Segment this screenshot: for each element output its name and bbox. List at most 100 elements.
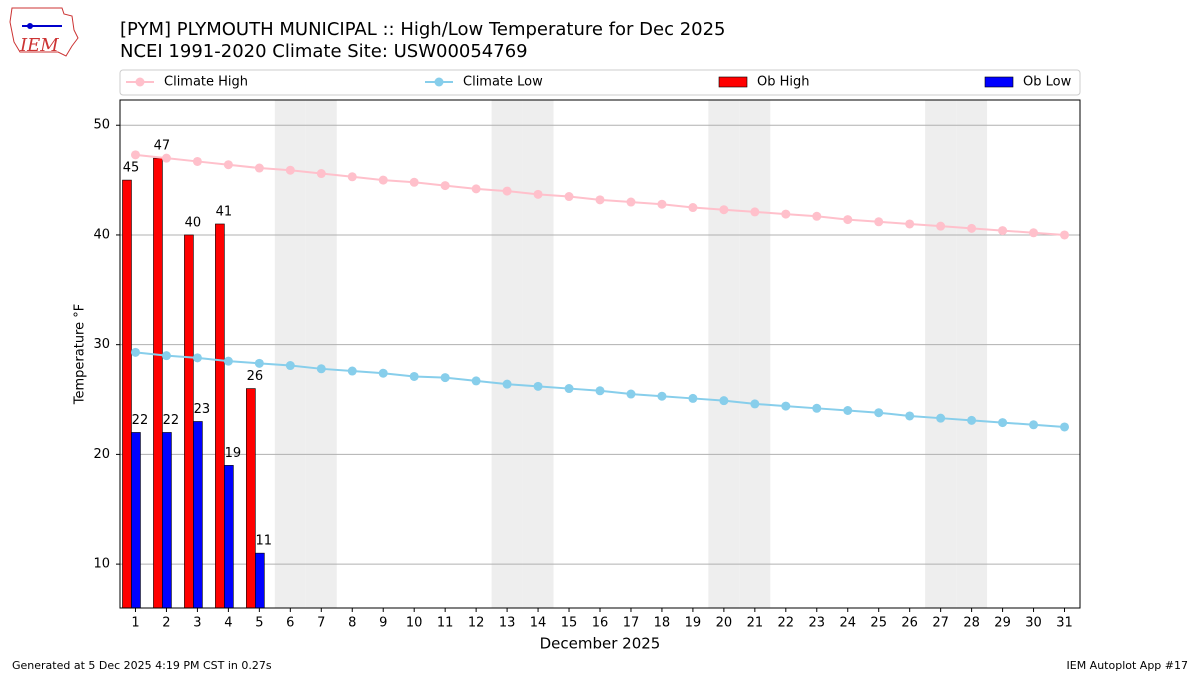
y-tick-label: 20 [93,447,110,462]
x-tick-label: 22 [778,616,795,631]
x-tick-label: 14 [530,616,547,631]
line-marker [781,401,791,411]
y-tick-label: 30 [93,337,110,352]
line-marker [750,399,760,409]
line-marker [874,217,884,227]
line-marker [347,366,357,376]
bar [153,157,163,609]
data-label: 41 [216,204,233,219]
line-marker [781,209,791,219]
x-tick-label: 5 [255,616,263,631]
x-tick-label: 19 [685,616,702,631]
line-marker [719,396,729,406]
legend-marker [434,77,444,87]
line-marker [161,351,171,361]
x-tick-label: 20 [716,616,733,631]
line-marker [223,160,233,170]
x-tick-label: 21 [747,616,764,631]
x-tick-label: 18 [654,616,671,631]
x-tick-label: 9 [379,616,387,631]
line-marker [750,207,760,217]
x-tick-label: 25 [870,616,887,631]
bar [162,432,172,609]
line-marker [533,381,543,391]
x-tick-label: 17 [623,616,640,631]
bar [122,179,132,609]
line-marker [192,353,202,363]
line-marker [936,221,946,231]
legend-label: Ob High [757,75,810,90]
line-marker [440,181,450,191]
logo-outline [9,7,79,57]
line-marker [316,364,326,374]
line-marker [1060,230,1070,240]
line-marker [967,223,977,233]
line-marker [564,192,574,202]
line-marker [626,389,636,399]
line-marker [285,361,295,371]
x-tick-label: 1 [131,616,139,631]
x-tick-label: 29 [994,616,1011,631]
line-marker [1029,420,1039,430]
weekend-shade [305,100,337,608]
weekend-shade [708,100,740,608]
line-marker [409,371,419,381]
logo-dot [27,23,33,29]
x-tick-label: 23 [809,616,826,631]
plot-frame [119,99,1081,609]
line-marker [657,391,667,401]
line-marker [471,184,481,194]
line-marker [564,384,574,394]
bar [184,234,194,609]
x-tick-label: 3 [193,616,201,631]
line-marker [905,219,915,229]
bar [246,388,256,609]
line-marker [254,358,264,368]
data-label: 26 [247,369,264,384]
x-tick-label: 12 [468,616,485,631]
x-tick-label: 16 [592,616,609,631]
data-label: 22 [163,413,180,428]
x-tick-label: 13 [499,616,516,631]
line-marker [936,413,946,423]
weekend-shade [925,100,957,608]
data-label: 11 [256,534,273,549]
y-axis-label: Temperature °F [73,304,88,405]
data-label: 19 [225,446,242,461]
y-tick-label: 50 [93,118,110,133]
x-tick-label: 15 [561,616,578,631]
x-tick-label: 6 [286,616,294,631]
legend-swatch [984,76,1014,88]
data-label: 22 [132,413,149,428]
x-tick-label: 26 [901,616,918,631]
line-marker [595,386,605,396]
x-tick-label: 7 [317,616,325,631]
x-tick-label: 4 [224,616,232,631]
line-marker [874,408,884,418]
line-marker [998,418,1008,428]
line-marker [440,373,450,383]
line-marker [998,226,1008,236]
line-marker [161,153,171,163]
line-marker [688,393,698,403]
line-marker [595,195,605,205]
y-tick-label: 40 [93,227,110,242]
line-marker [967,415,977,425]
x-tick-label: 28 [963,616,980,631]
line-marker [502,186,512,196]
chart-subtitle: NCEI 1991-2020 Climate Site: USW00054769 [120,41,528,62]
weekend-shade [956,100,988,608]
line-marker [688,203,698,213]
line-marker [533,189,543,199]
line-marker [316,169,326,179]
legend-swatch [718,76,748,88]
line-marker [254,163,264,173]
bar [224,465,234,609]
footer-left: Generated at 5 Dec 2025 4:19 PM CST in 0… [12,659,272,672]
line-marker [192,156,202,166]
x-tick-label: 11 [437,616,454,631]
data-label: 47 [154,139,171,154]
x-tick-label: 31 [1056,616,1073,631]
chart-title: [PYM] PLYMOUTH MUNICIPAL :: High/Low Tem… [120,19,726,40]
line-marker [843,406,853,416]
